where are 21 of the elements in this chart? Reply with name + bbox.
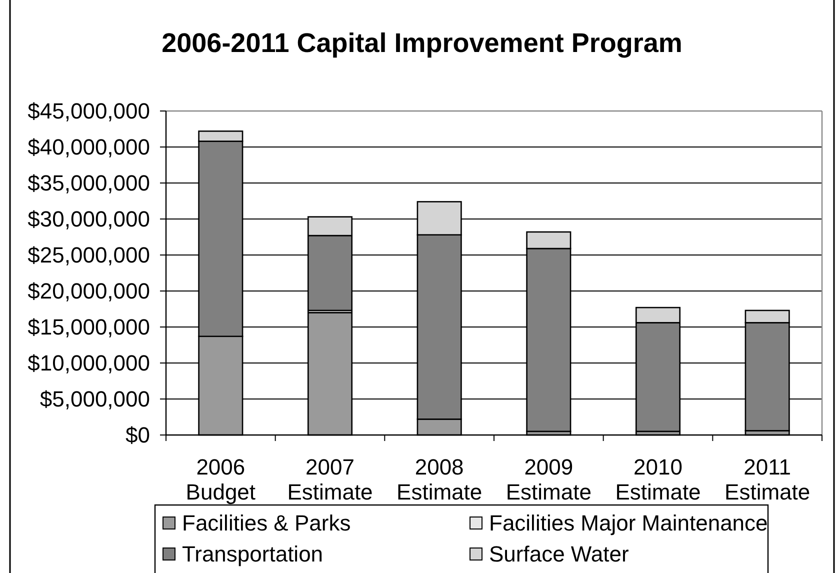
x-tick-label: 2010 Estimate bbox=[615, 454, 701, 505]
legend-label: Facilities Major Maintenance bbox=[489, 510, 768, 536]
y-tick-label: $10,000,000 bbox=[28, 350, 150, 376]
x-tick-label: 2006 Budget bbox=[186, 454, 256, 505]
y-tick-label: $0 bbox=[126, 422, 150, 448]
y-tick-label: $45,000,000 bbox=[28, 98, 150, 124]
y-tick-label: $40,000,000 bbox=[28, 134, 150, 160]
y-tick-label: $20,000,000 bbox=[28, 278, 150, 304]
chart-title: 2006-2011 Capital Improvement Program bbox=[162, 28, 682, 58]
legend-label: Facilities & Parks bbox=[182, 510, 351, 536]
x-tick-label: 2007 Estimate bbox=[287, 454, 373, 505]
legend-label: Transportation bbox=[182, 542, 324, 566]
x-tick-label: 2008 Estimate bbox=[396, 454, 482, 505]
y-tick-label: $15,000,000 bbox=[28, 314, 150, 340]
y-tick-label: $35,000,000 bbox=[28, 170, 150, 196]
y-tick-label: $25,000,000 bbox=[28, 242, 150, 268]
y-tick-label: $30,000,000 bbox=[28, 206, 150, 232]
x-tick-label: 2011 Estimate bbox=[724, 454, 810, 505]
x-tick-label: 2009 Estimate bbox=[506, 454, 592, 505]
y-tick-label: $5,000,000 bbox=[40, 386, 150, 412]
legend-label: Surface Water bbox=[489, 542, 629, 566]
